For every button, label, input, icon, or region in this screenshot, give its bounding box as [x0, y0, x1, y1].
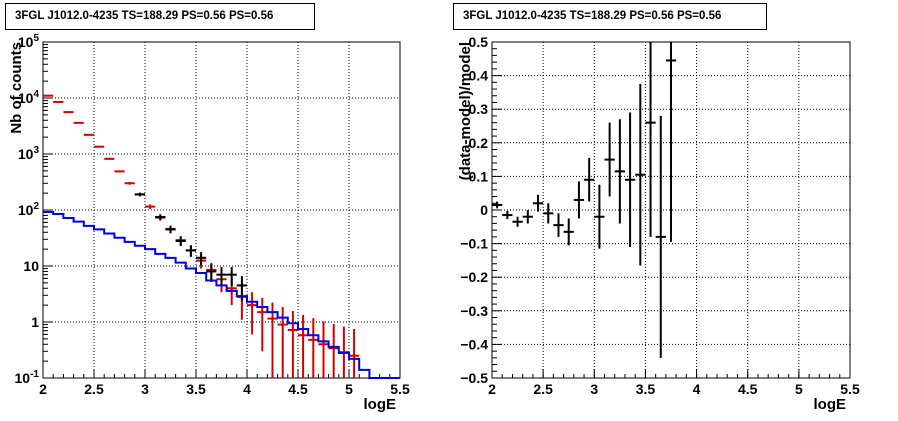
model-point	[53, 100, 64, 103]
residual-point	[492, 201, 503, 209]
data-point	[134, 192, 145, 197]
model-point	[308, 318, 319, 378]
model-point	[287, 311, 298, 378]
model-point	[94, 145, 105, 148]
x-tick-label: 3	[141, 381, 149, 397]
residual-point	[512, 216, 523, 227]
residual-point	[594, 184, 605, 249]
x-tick-label: 2.5	[533, 381, 553, 397]
x-tick-label: 4	[693, 381, 701, 397]
data-point	[175, 236, 186, 247]
model-point	[267, 302, 278, 378]
x-tick-label: 4.5	[288, 381, 308, 397]
y-tick-label: 0.1	[469, 168, 489, 184]
model-point	[328, 324, 339, 378]
x-axis-label: logE	[814, 396, 847, 413]
x-tick-label: 4.5	[738, 381, 758, 397]
model-point	[124, 181, 135, 185]
residual-point	[522, 210, 533, 224]
residual-point	[563, 218, 574, 246]
x-tick-label: 5.5	[840, 381, 860, 397]
data-point	[196, 252, 207, 266]
model-point	[298, 314, 309, 378]
data-point	[155, 214, 166, 220]
y-tick-label: 102	[18, 201, 40, 218]
residual-point	[604, 122, 615, 197]
residual-point	[553, 213, 564, 237]
residual-point	[624, 112, 636, 247]
residual-point	[614, 119, 625, 224]
y-tick-label: 105	[18, 33, 40, 50]
y-tick-label: 10-1	[15, 369, 40, 386]
y-tick-label: 103	[18, 145, 40, 162]
model-point	[318, 321, 329, 378]
y-tick-label: 104	[18, 89, 40, 106]
y-tick-label: 0.4	[469, 68, 489, 84]
data-point	[216, 266, 227, 286]
y-tick-label: −0.2	[460, 269, 488, 285]
x-tick-label: 2.5	[84, 381, 104, 397]
x-tick-label: 4	[243, 381, 251, 397]
residual-point	[645, 42, 656, 237]
x-tick-label: 3	[590, 381, 598, 397]
model-point	[145, 204, 156, 210]
residuals-chart-title: 3FGL J1012.0-4235 TS=188.29 PS=0.56 PS=0…	[453, 3, 767, 30]
plot-frame	[42, 41, 401, 379]
counts-chart-title: 3FGL J1012.0-4235 TS=188.29 PS=0.56 PS=0…	[5, 3, 315, 30]
x-tick-label: 3.5	[636, 381, 656, 397]
model-point	[247, 292, 258, 335]
model-point	[257, 297, 268, 352]
data-point	[185, 245, 196, 257]
y-tick-label: 0.2	[469, 135, 489, 151]
counts-panel: 2 2.5 3 3.5 4 4.5 5 5.5 10-1 1 10 102 103 104 105 logE N…	[8, 33, 410, 413]
background-model-line	[43, 211, 400, 379]
model-point	[349, 328, 360, 378]
y-tick-label: −0.5	[460, 370, 488, 386]
model-point	[73, 121, 84, 124]
residual-point	[635, 84, 646, 266]
data-point	[165, 226, 176, 234]
model-point	[83, 133, 94, 136]
y-tick-label: 10	[23, 258, 39, 274]
y-axis-label: Nb of counts	[8, 42, 25, 134]
residual-point	[573, 181, 585, 219]
residual-point	[584, 157, 595, 202]
model-point	[114, 170, 125, 173]
residual-point	[655, 115, 666, 358]
y-tick-label: 0	[480, 202, 488, 218]
model-point	[104, 157, 115, 160]
x-tick-label: 2	[488, 381, 496, 397]
y-tick-label: 0.3	[469, 101, 489, 117]
model-point	[63, 111, 74, 114]
x-axis-label: logE	[364, 396, 397, 413]
y-tick-label: −0.1	[460, 236, 488, 252]
x-tick-label: 5	[795, 381, 803, 397]
y-tick-label: 1	[31, 314, 39, 330]
y-tick-label: −0.4	[460, 336, 488, 352]
residual-point	[543, 203, 554, 224]
residual-point	[532, 194, 544, 212]
data-point	[206, 264, 217, 282]
residual-point	[665, 42, 677, 242]
y-tick-label: 0.5	[469, 34, 489, 50]
residual-point	[502, 211, 513, 220]
x-tick-label: 3.5	[186, 381, 206, 397]
data-point	[226, 266, 237, 286]
x-tick-label: 5.5	[390, 381, 410, 397]
y-tick-label: −0.3	[460, 303, 488, 319]
residuals-panel: 2 2.5 3 3.5 4 4.5 5 5.5 −0.5 −0.4 −0.3 −0.2 −0.1 0 0.1…	[457, 34, 860, 413]
model-point	[277, 307, 288, 378]
x-tick-label: 5	[345, 381, 353, 397]
x-tick-label: 2	[39, 381, 47, 397]
y-axis-label: (data-model)/model	[457, 42, 474, 180]
